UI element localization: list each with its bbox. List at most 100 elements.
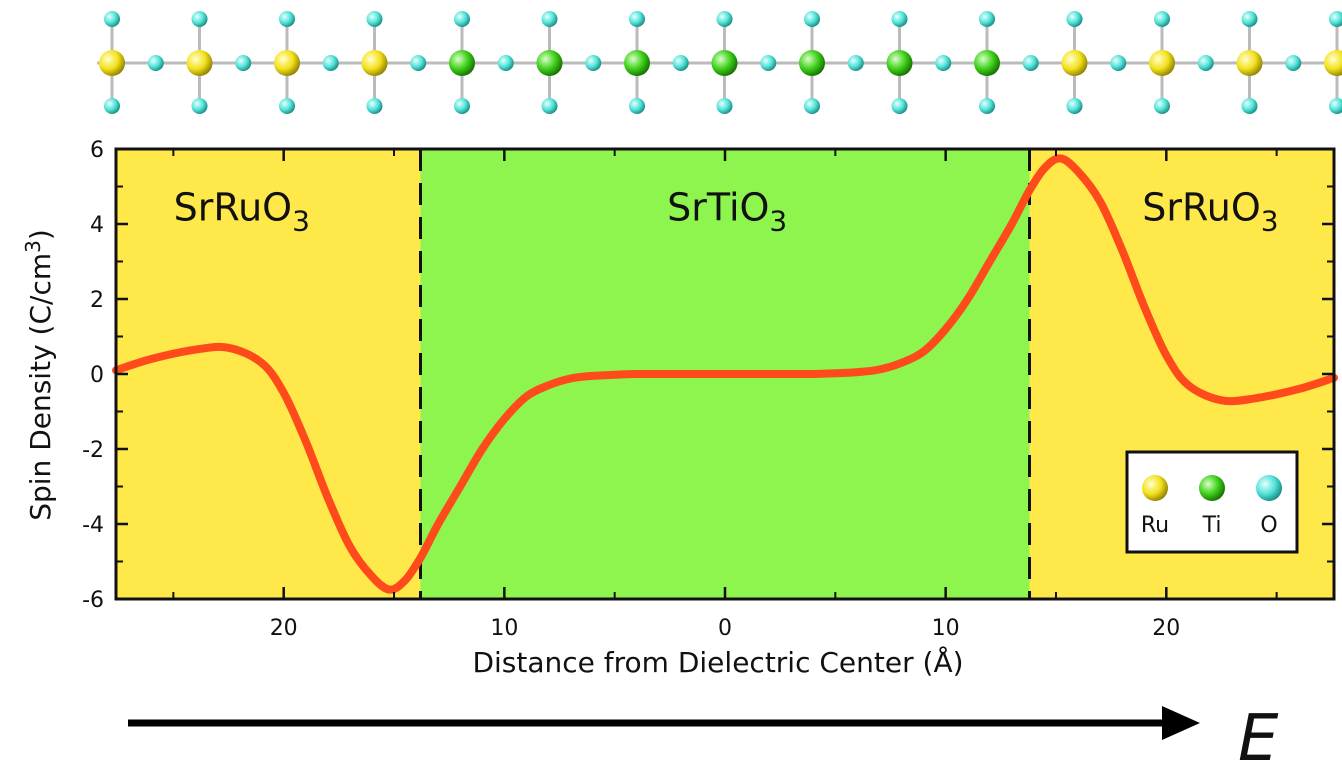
- oxygen-atom: [366, 11, 383, 27]
- oxygen-atom: [891, 11, 908, 27]
- y-tick-label-3: 0: [90, 363, 104, 388]
- oxygen-atom: [1154, 98, 1170, 114]
- oxygen-atom: [1197, 55, 1214, 71]
- oxygen-atom: [629, 98, 645, 114]
- legend-label-ru: Ru: [1141, 513, 1169, 538]
- oxygen-atom: [279, 98, 295, 114]
- oxygen-atom: [1022, 55, 1039, 71]
- oxygen-atom: [847, 55, 864, 71]
- region-labels: SrRuO3 SrTiO3 SrRuO3: [174, 185, 1279, 237]
- oxygen-atom: [891, 98, 908, 114]
- x-tick-label-3: 10: [932, 616, 960, 641]
- region-label-sub-0: 3: [292, 204, 310, 237]
- efield-label: E: [1238, 702, 1279, 761]
- y-axis-title-sup: 3: [21, 240, 45, 253]
- oxygen-atom: [935, 55, 952, 71]
- titanium-atom: [974, 50, 1000, 76]
- titanium-atom: [711, 50, 738, 76]
- ruthenium-atom: [361, 50, 388, 76]
- region-label-1: SrTiO3: [667, 185, 787, 237]
- oxygen-atom: [104, 11, 120, 27]
- oxygen-atom: [1329, 11, 1342, 27]
- oxygen-atom: [1241, 98, 1258, 114]
- series-line-0: [112, 154, 1338, 594]
- oxygen-atom: [1154, 11, 1170, 27]
- x-axis-title: Distance from Dielectric Center (Å): [472, 645, 963, 679]
- oxygen-atom: [804, 11, 820, 27]
- y-tick-label-4: 2: [90, 288, 104, 313]
- oxygen-atom: [1285, 55, 1302, 71]
- oxygen-atom: [672, 55, 689, 71]
- y-tick-label-5: 4: [90, 213, 104, 238]
- oxygen-atom: [191, 98, 208, 114]
- region-label-sub-1: 3: [769, 204, 787, 237]
- oxygen-atom: [1241, 11, 1258, 27]
- oxygen-atom: [366, 98, 383, 114]
- interface-lines: [419, 149, 1031, 599]
- legend-label-o: O: [1260, 513, 1277, 538]
- electric-field-indicator: E: [128, 702, 1279, 761]
- titanium-atom: [449, 50, 475, 76]
- y-tick-label-0: -6: [82, 588, 104, 613]
- arrow-head: [1162, 706, 1200, 740]
- y-axis-title: Spin Density (C/cm3): [21, 229, 57, 521]
- titanium-atom: [536, 50, 563, 76]
- ruthenium-atom: [274, 50, 300, 76]
- region-label-sub-2: 3: [1261, 204, 1279, 237]
- titanium-atom: [799, 50, 825, 76]
- legend: Ru Ti O: [1125, 450, 1299, 554]
- oxygen-atom: [410, 55, 427, 71]
- oxygen-atom: [804, 98, 820, 114]
- oxygen-atom: [497, 55, 514, 71]
- legend-label-ti: Ti: [1202, 513, 1222, 538]
- legend-swatch-ti: [1199, 475, 1225, 501]
- series-layer: [112, 154, 1338, 594]
- ruthenium-atom: [186, 50, 213, 76]
- x-tick-label-2: 0: [718, 616, 732, 641]
- oxygen-atom: [454, 98, 470, 114]
- region-label-2: SrRuO3: [1142, 185, 1278, 237]
- region-label-0: SrRuO3: [174, 185, 310, 237]
- oxygen-atom: [716, 11, 733, 27]
- y-tick-label-6: 6: [90, 138, 104, 163]
- ruthenium-atom: [1061, 50, 1088, 76]
- oxygen-atom: [147, 55, 164, 71]
- region-label-main-2: SrRuO: [1142, 185, 1260, 229]
- legend-swatch-ru: [1142, 475, 1168, 501]
- oxygen-atom: [716, 98, 733, 114]
- oxygen-atom: [979, 98, 995, 114]
- oxygen-atom: [979, 11, 995, 27]
- ruthenium-atom: [99, 50, 125, 76]
- oxygen-atom: [585, 55, 602, 71]
- region-label-main-0: SrRuO: [174, 185, 292, 229]
- ruthenium-atom: [1236, 50, 1263, 76]
- x-tick-label-1: 10: [490, 616, 518, 641]
- oxygen-atom: [1329, 98, 1342, 114]
- oxygen-atom: [1066, 11, 1083, 27]
- titanium-atom: [624, 50, 650, 76]
- oxygen-atom: [104, 98, 120, 114]
- region-label-main-1: SrTiO: [667, 185, 769, 229]
- oxygen-atom: [629, 11, 645, 27]
- y-axis-title-main: Spin Density (C/cm: [24, 253, 57, 521]
- legend-box: [1125, 450, 1299, 554]
- atomic-structure: [97, 11, 1342, 114]
- y-tick-label-2: -2: [82, 438, 104, 463]
- oxygen-atom: [454, 11, 470, 27]
- oxygen-atom: [235, 55, 252, 71]
- oxygen-atom: [279, 11, 295, 27]
- y-axis-title-end: ): [24, 229, 57, 240]
- ruthenium-atom: [1324, 50, 1342, 76]
- axis-ticks: -6 -4 -2 0 2 4 6 20 10 0 10 20: [82, 138, 1334, 641]
- legend-swatch-o: [1256, 475, 1282, 501]
- oxygen-atom: [541, 11, 558, 27]
- ruthenium-atom: [1149, 50, 1175, 76]
- oxygen-atom: [541, 98, 558, 114]
- oxygen-atom: [191, 11, 208, 27]
- x-tick-label-0: 20: [270, 616, 298, 641]
- y-tick-label-1: -4: [82, 513, 104, 538]
- oxygen-atom: [1066, 98, 1083, 114]
- x-tick-label-4: 20: [1152, 616, 1180, 641]
- oxygen-atom: [1110, 55, 1127, 71]
